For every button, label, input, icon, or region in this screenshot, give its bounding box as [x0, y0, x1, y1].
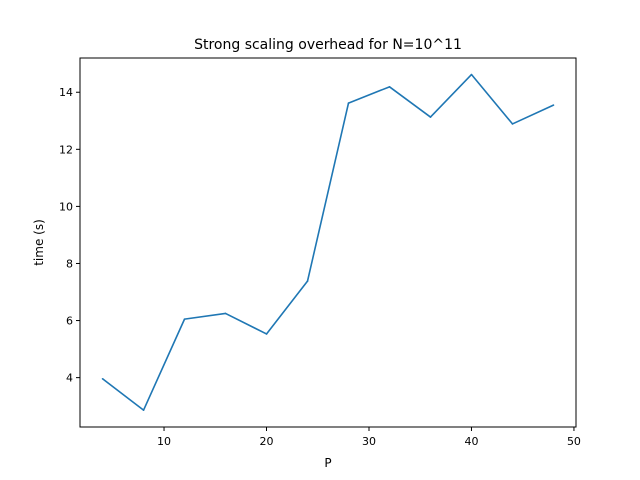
chart-title: Strong scaling overhead for N=10^11	[194, 37, 462, 53]
data-point	[552, 104, 555, 106]
y-axis: 4 6 8 10 12 14	[59, 86, 80, 385]
series-line	[102, 73, 554, 411]
y-tick-label: 14	[59, 86, 73, 99]
data-point	[470, 73, 473, 76]
data-point	[183, 318, 186, 320]
y-tick-label: 6	[66, 315, 73, 328]
y-axis-label: time (s)	[32, 219, 46, 266]
x-tick-label: 40	[464, 435, 478, 448]
data-point	[224, 312, 227, 315]
data-point	[511, 123, 514, 125]
data-point	[101, 377, 104, 380]
x-tick-label: 10	[157, 435, 171, 448]
x-axis: 10 20 30 40 50	[157, 427, 581, 448]
data-point	[388, 86, 391, 88]
data-point	[347, 102, 350, 104]
data-point	[265, 333, 268, 335]
y-tick-label: 8	[66, 257, 73, 270]
y-tick-label: 10	[59, 200, 73, 213]
series-layer	[101, 73, 555, 411]
data-point	[429, 116, 432, 118]
x-tick-label: 50	[567, 435, 581, 448]
y-tick-label: 12	[59, 143, 73, 156]
x-axis-label: P	[324, 456, 331, 470]
x-tick-label: 30	[362, 435, 376, 448]
plot-frame	[79, 57, 577, 428]
data-point	[306, 280, 309, 282]
y-tick-label: 4	[66, 372, 73, 385]
data-point	[142, 409, 145, 411]
x-tick-label: 20	[260, 435, 274, 448]
